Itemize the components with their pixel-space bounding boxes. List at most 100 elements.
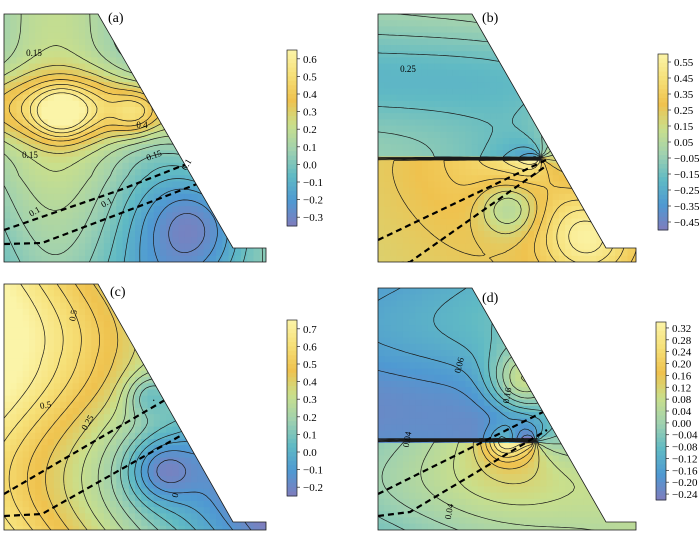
contour-cell <box>35 432 43 440</box>
contour-cell <box>53 249 61 257</box>
contour-cell <box>10 100 18 108</box>
contour-cell <box>135 395 142 403</box>
contour-cell <box>53 370 61 378</box>
contour-cell <box>590 243 597 251</box>
contour-cell <box>627 218 635 226</box>
contour-cell <box>602 169 610 176</box>
contour-cell <box>35 457 43 465</box>
contour-cell <box>533 187 541 195</box>
contour-cell <box>409 243 417 251</box>
contour-cell <box>22 321 30 328</box>
contour-cell <box>141 414 149 421</box>
contour-cell <box>384 51 392 58</box>
contour-cell <box>209 45 217 52</box>
contour-cell <box>396 200 404 207</box>
contour-cell <box>178 383 186 390</box>
contour-cell <box>496 169 504 176</box>
contour-cell <box>153 26 161 34</box>
contour-cell <box>28 88 36 96</box>
contour-cell <box>452 88 460 96</box>
contour-cell <box>234 38 242 46</box>
contour-cell <box>184 76 192 83</box>
contour-cell <box>72 175 80 182</box>
contour-cell <box>241 420 248 428</box>
contour-cell <box>209 290 217 297</box>
contour-cell <box>4 333 11 341</box>
contour-cell <box>147 32 155 40</box>
contour-cell <box>47 45 55 52</box>
contour-cell <box>91 51 99 58</box>
contour-cell <box>540 94 548 102</box>
contour-cell <box>47 181 55 189</box>
contour-cell <box>28 395 36 403</box>
contour-cell <box>415 69 423 77</box>
contour-cell <box>66 237 74 244</box>
contour-cell <box>10 327 18 335</box>
contour-cell <box>41 470 49 477</box>
contour-cell <box>222 470 230 477</box>
contour-cell <box>191 370 198 378</box>
contour-cell <box>197 439 205 446</box>
contour-cell <box>421 181 429 189</box>
contour-cell <box>122 237 130 244</box>
contour-cell <box>247 94 255 102</box>
contour-cell <box>153 476 161 483</box>
contour-cell <box>97 200 105 207</box>
contour-cell <box>135 175 142 182</box>
contour-cell <box>384 200 392 207</box>
contour-cell <box>378 181 385 189</box>
contour-cell <box>533 51 541 58</box>
colorbar-segment <box>287 102 297 108</box>
contour-cell <box>527 212 535 220</box>
contour-cell <box>35 290 43 297</box>
colorbar-tick-label: 0.2 <box>303 124 317 136</box>
contour-cell <box>502 57 510 65</box>
contour-cell <box>159 138 167 145</box>
contour-cell <box>72 69 80 77</box>
contour-cell <box>184 364 192 372</box>
contour-cell <box>184 451 192 459</box>
contour-cell <box>10 212 18 220</box>
contour-cell <box>471 63 479 71</box>
contour-cell <box>122 346 130 353</box>
contour-cell <box>110 494 117 502</box>
contour-cell <box>533 107 541 114</box>
contour-cell <box>47 308 55 316</box>
contour-cell <box>147 255 155 262</box>
contour-cell <box>608 249 616 257</box>
contour-cell <box>53 88 61 96</box>
contour-cell <box>247 339 255 347</box>
colorbar-segment <box>287 173 297 179</box>
contour-cell <box>627 51 635 58</box>
contour-cell <box>552 237 560 244</box>
contour-cell <box>402 144 410 151</box>
contour-cell <box>35 26 43 34</box>
contour-cell <box>28 476 36 483</box>
contour-cell <box>197 181 205 189</box>
contour-cell <box>41 193 49 201</box>
contour-cell <box>141 457 149 465</box>
contour-cell <box>60 51 67 58</box>
contour-cell <box>97 119 105 127</box>
contour-cell <box>16 445 24 452</box>
contour-cell <box>197 38 205 46</box>
contour-cell <box>53 302 61 310</box>
contour-cell <box>28 321 36 328</box>
contour-cell <box>247 206 255 213</box>
contour-cell <box>565 14 572 21</box>
contour-cell <box>178 414 186 421</box>
contour-cell <box>228 308 236 316</box>
contour-cell <box>496 94 504 102</box>
contour-cell <box>103 107 111 114</box>
contour-cell <box>60 470 67 477</box>
contour-cell <box>28 218 36 226</box>
contour-cell <box>122 445 130 452</box>
contour-cell <box>197 451 205 459</box>
contour-cell <box>110 457 117 465</box>
contour-cell <box>85 38 92 46</box>
contour-cell <box>409 76 417 83</box>
contour-cell <box>166 169 174 176</box>
contour-cell <box>97 162 105 170</box>
contour-cell <box>85 193 92 201</box>
contour-cell <box>141 169 149 176</box>
